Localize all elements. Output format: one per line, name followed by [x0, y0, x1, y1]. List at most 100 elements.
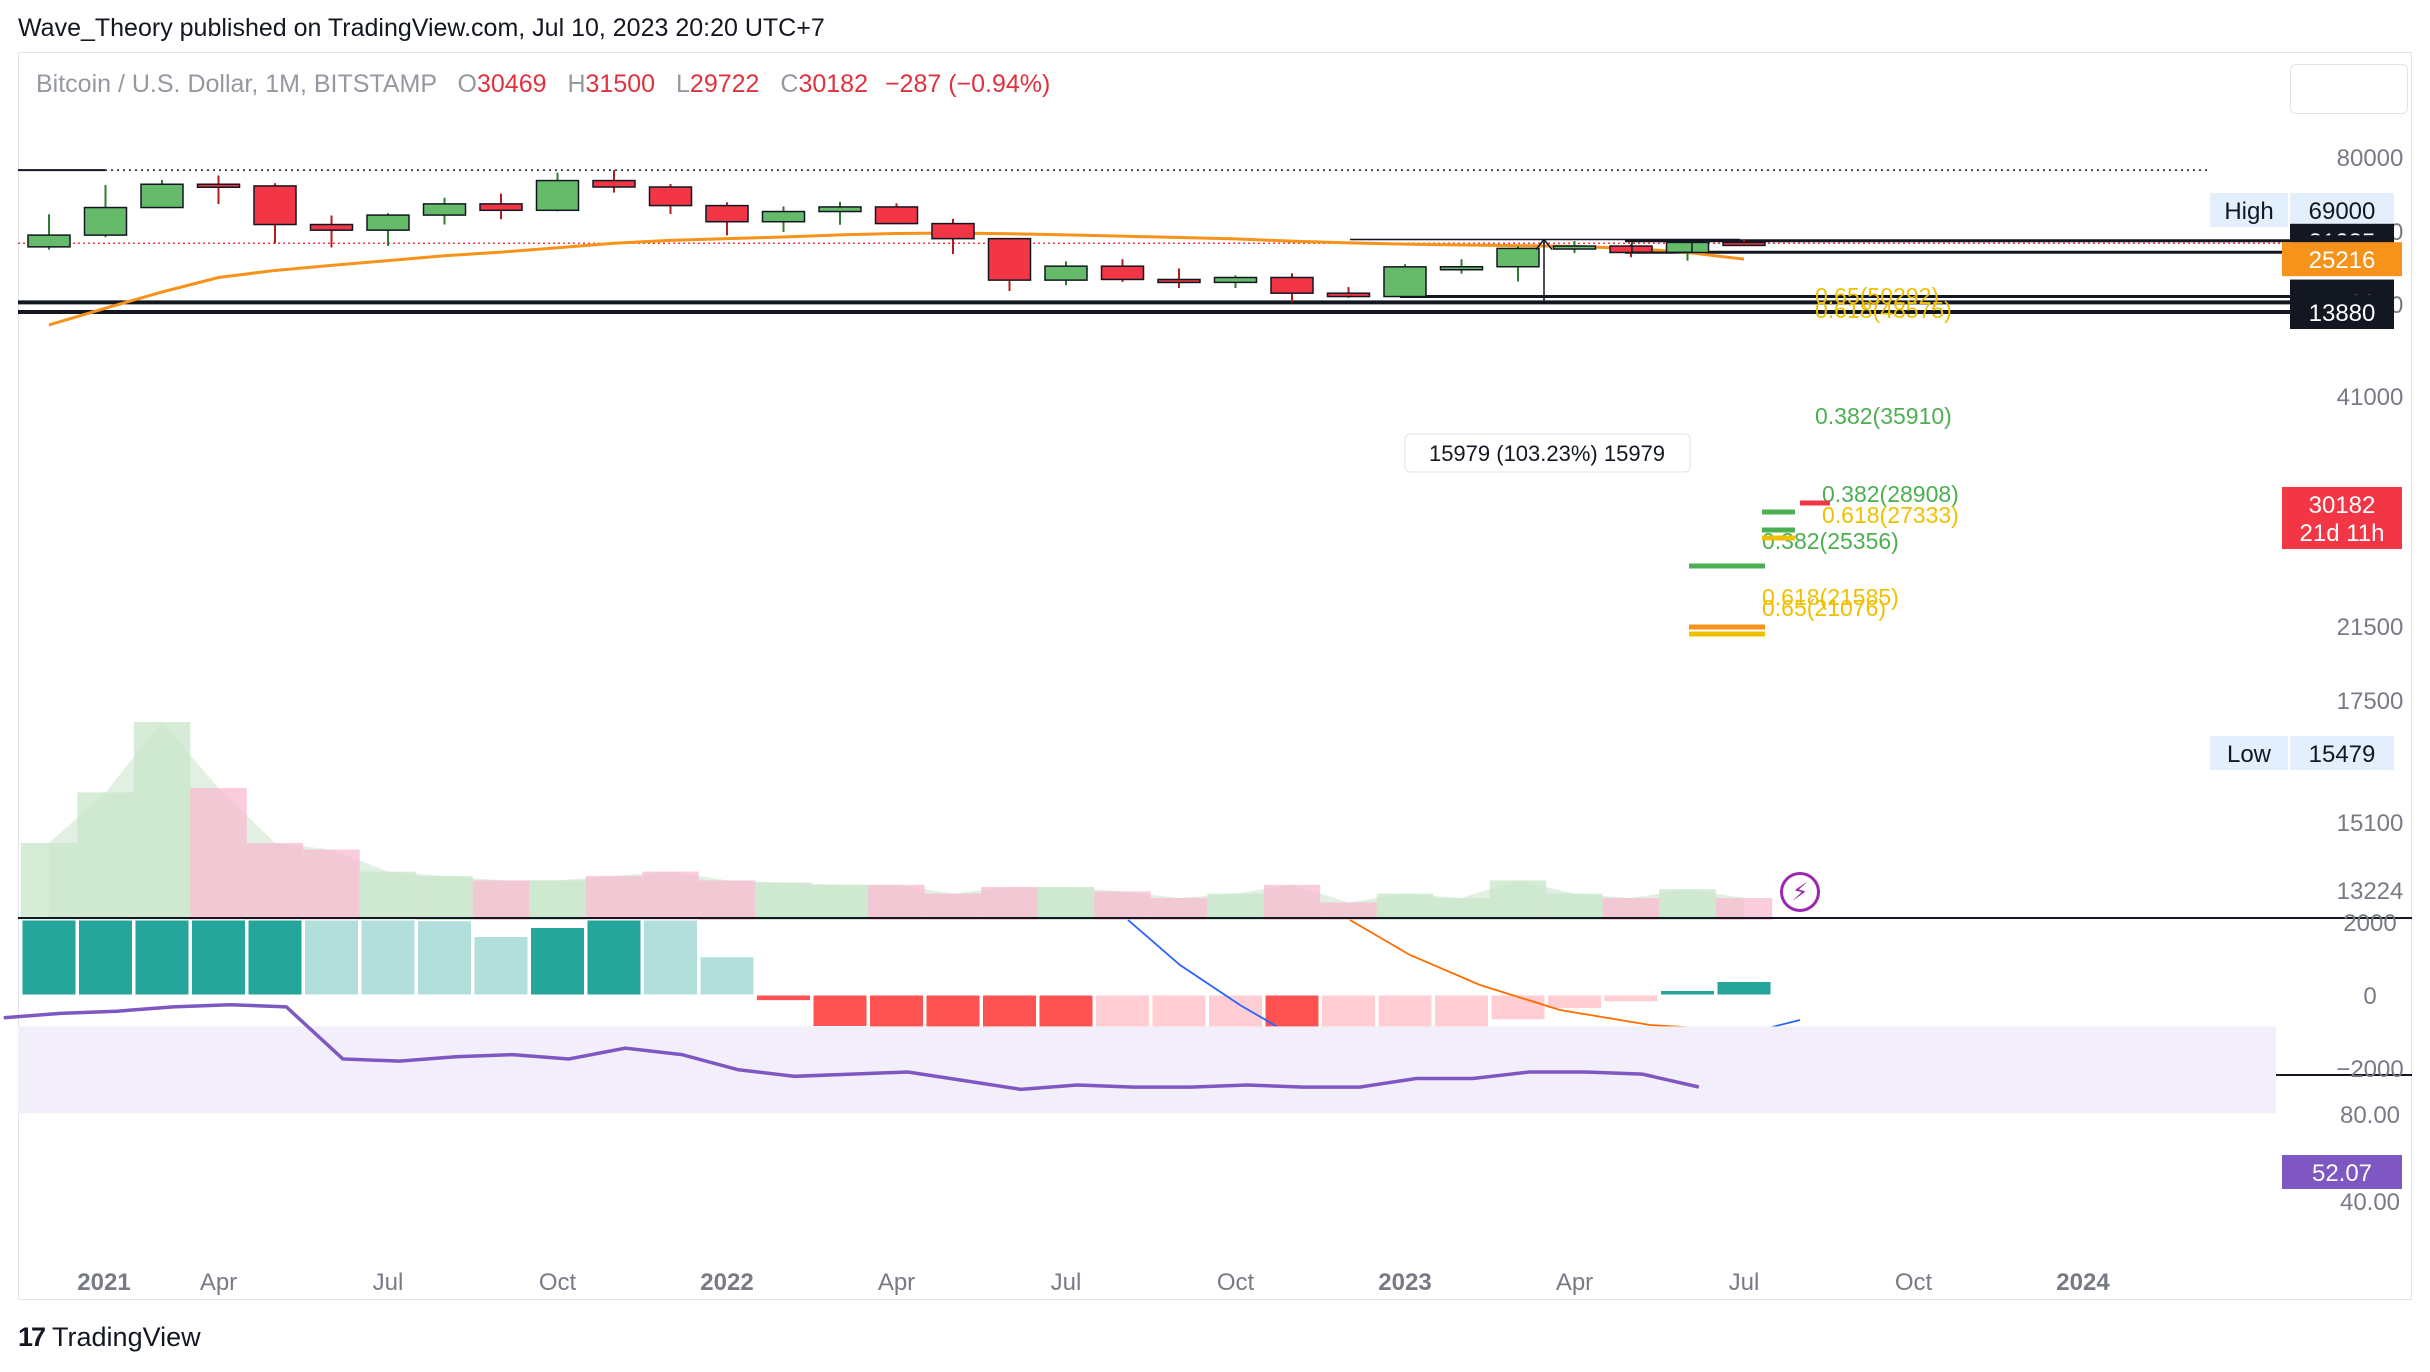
- macd-tick: 0: [2363, 983, 2376, 1010]
- publisher-text: Wave_Theory published on TradingView.com…: [18, 14, 825, 42]
- macd-bar: [756, 994, 811, 1002]
- fib-label: 0.65(50292): [1815, 283, 1939, 309]
- volume-bar: [472, 880, 530, 920]
- candle-body: [1100, 265, 1145, 281]
- time-tick: Jul: [1051, 1269, 1082, 1296]
- macd-bar: [1716, 981, 1772, 996]
- rsi-pane: [3, 1002, 2276, 1114]
- candle-body: [253, 185, 297, 226]
- close-label: C: [780, 70, 799, 98]
- candle: [987, 237, 1032, 291]
- candle-body: [1439, 265, 1484, 271]
- volume-bar: [246, 843, 304, 920]
- countdown: 21d 11h: [2300, 520, 2385, 547]
- high-label-bg: [2210, 193, 2288, 227]
- measure-tool: 15979 (103.23%) 15979: [1350, 238, 1740, 473]
- tradingview-logo-icon: 17: [18, 1322, 46, 1352]
- high-label: H: [567, 70, 586, 98]
- candle: [83, 185, 128, 238]
- ema-path: [48, 231, 1745, 327]
- candle: [422, 197, 467, 225]
- volume-bar: [303, 849, 360, 920]
- candle: [818, 201, 862, 225]
- candle-body: [931, 222, 975, 240]
- volume-bar: [529, 880, 586, 920]
- candle: [1157, 268, 1201, 289]
- candle-body: [422, 203, 467, 216]
- low-value: 29722: [689, 70, 760, 98]
- candles: [27, 170, 1766, 303]
- rsi-band: [18, 1026, 2276, 1114]
- candle-body: [1665, 241, 1710, 254]
- fib-label: 0.65(21076): [1762, 595, 1886, 621]
- ema-badge-bg: [2282, 242, 2402, 277]
- lightning-icon[interactable]: ⚡: [1780, 872, 1820, 912]
- low-label-bg: [2210, 736, 2288, 770]
- candle: [592, 170, 636, 193]
- high-value: 31500: [585, 70, 656, 98]
- toolbar-box[interactable]: [2290, 64, 2408, 114]
- candle: [1496, 246, 1540, 282]
- ema-line: [48, 231, 1745, 327]
- volume-bar: [698, 880, 756, 920]
- time-tick: 2021: [77, 1269, 130, 1296]
- time-tick: Apr: [1556, 1269, 1593, 1296]
- time-tick: Apr: [200, 1269, 237, 1296]
- volume-bar: [77, 792, 134, 920]
- volume-bar: [1150, 898, 1208, 920]
- candle: [1722, 239, 1766, 247]
- rsi-tick: 80.00: [2340, 1102, 2400, 1129]
- macd-tick: −2000: [2336, 1056, 2403, 1083]
- candle: [931, 218, 975, 255]
- close-value: 30182: [798, 70, 868, 98]
- measure-arrow: [1535, 238, 1553, 250]
- volume-bar: [1433, 898, 1490, 920]
- time-tick: 2024: [2056, 1269, 2110, 1296]
- volume-bar: [1489, 880, 1547, 920]
- candle-body: [592, 179, 636, 188]
- macd-bar: [586, 919, 642, 996]
- high-value-bg: [2290, 193, 2394, 227]
- macd-bar: [1603, 994, 1659, 1003]
- macd-bar: [812, 994, 868, 1027]
- high-label: High: [2224, 198, 2273, 225]
- volume-area: [20, 722, 1773, 920]
- macd-bar: [1490, 994, 1546, 1021]
- volume-bar: [811, 884, 869, 920]
- candle: [761, 206, 806, 232]
- candle-body: [705, 204, 749, 223]
- candle: [140, 179, 184, 209]
- macd-bar: [134, 919, 190, 996]
- candle: [309, 215, 354, 248]
- price-tick: 21500: [2337, 614, 2404, 641]
- volume-bar: [359, 871, 417, 920]
- macd-bar: [191, 919, 246, 996]
- candle: [1439, 259, 1484, 274]
- time-tick: Jul: [373, 1269, 404, 1296]
- candle-body: [1213, 276, 1258, 284]
- time-tick: Oct: [539, 1269, 577, 1296]
- volume-bar: [1715, 898, 1773, 920]
- volume-bar: [1094, 891, 1151, 920]
- measure-label: 15979 (103.23%) 15979: [1429, 441, 1665, 466]
- volume-bar: [1602, 898, 1660, 920]
- candle-body: [83, 206, 128, 236]
- candle: [1213, 275, 1258, 289]
- candle-body: [1326, 292, 1371, 298]
- macd-bar: [643, 919, 698, 996]
- volume-bar: [642, 871, 699, 920]
- volume-bar: [1659, 889, 1716, 920]
- macd-bar: [1547, 994, 1602, 1009]
- macd-tick: 2000: [2343, 910, 2396, 937]
- time-tick: 2022: [700, 1269, 753, 1296]
- macd-bar: [360, 919, 416, 996]
- candle: [196, 175, 241, 205]
- candle: [479, 193, 523, 220]
- price-axis: 8000065000530004100021500175001510013224…: [2210, 145, 2404, 1216]
- change-value: −287 (−0.94%): [884, 70, 1051, 98]
- candle-body: [987, 237, 1032, 281]
- candle-body: [1383, 266, 1427, 298]
- macd-bar: [530, 927, 585, 996]
- brand[interactable]: 17 TradingView: [18, 1322, 201, 1353]
